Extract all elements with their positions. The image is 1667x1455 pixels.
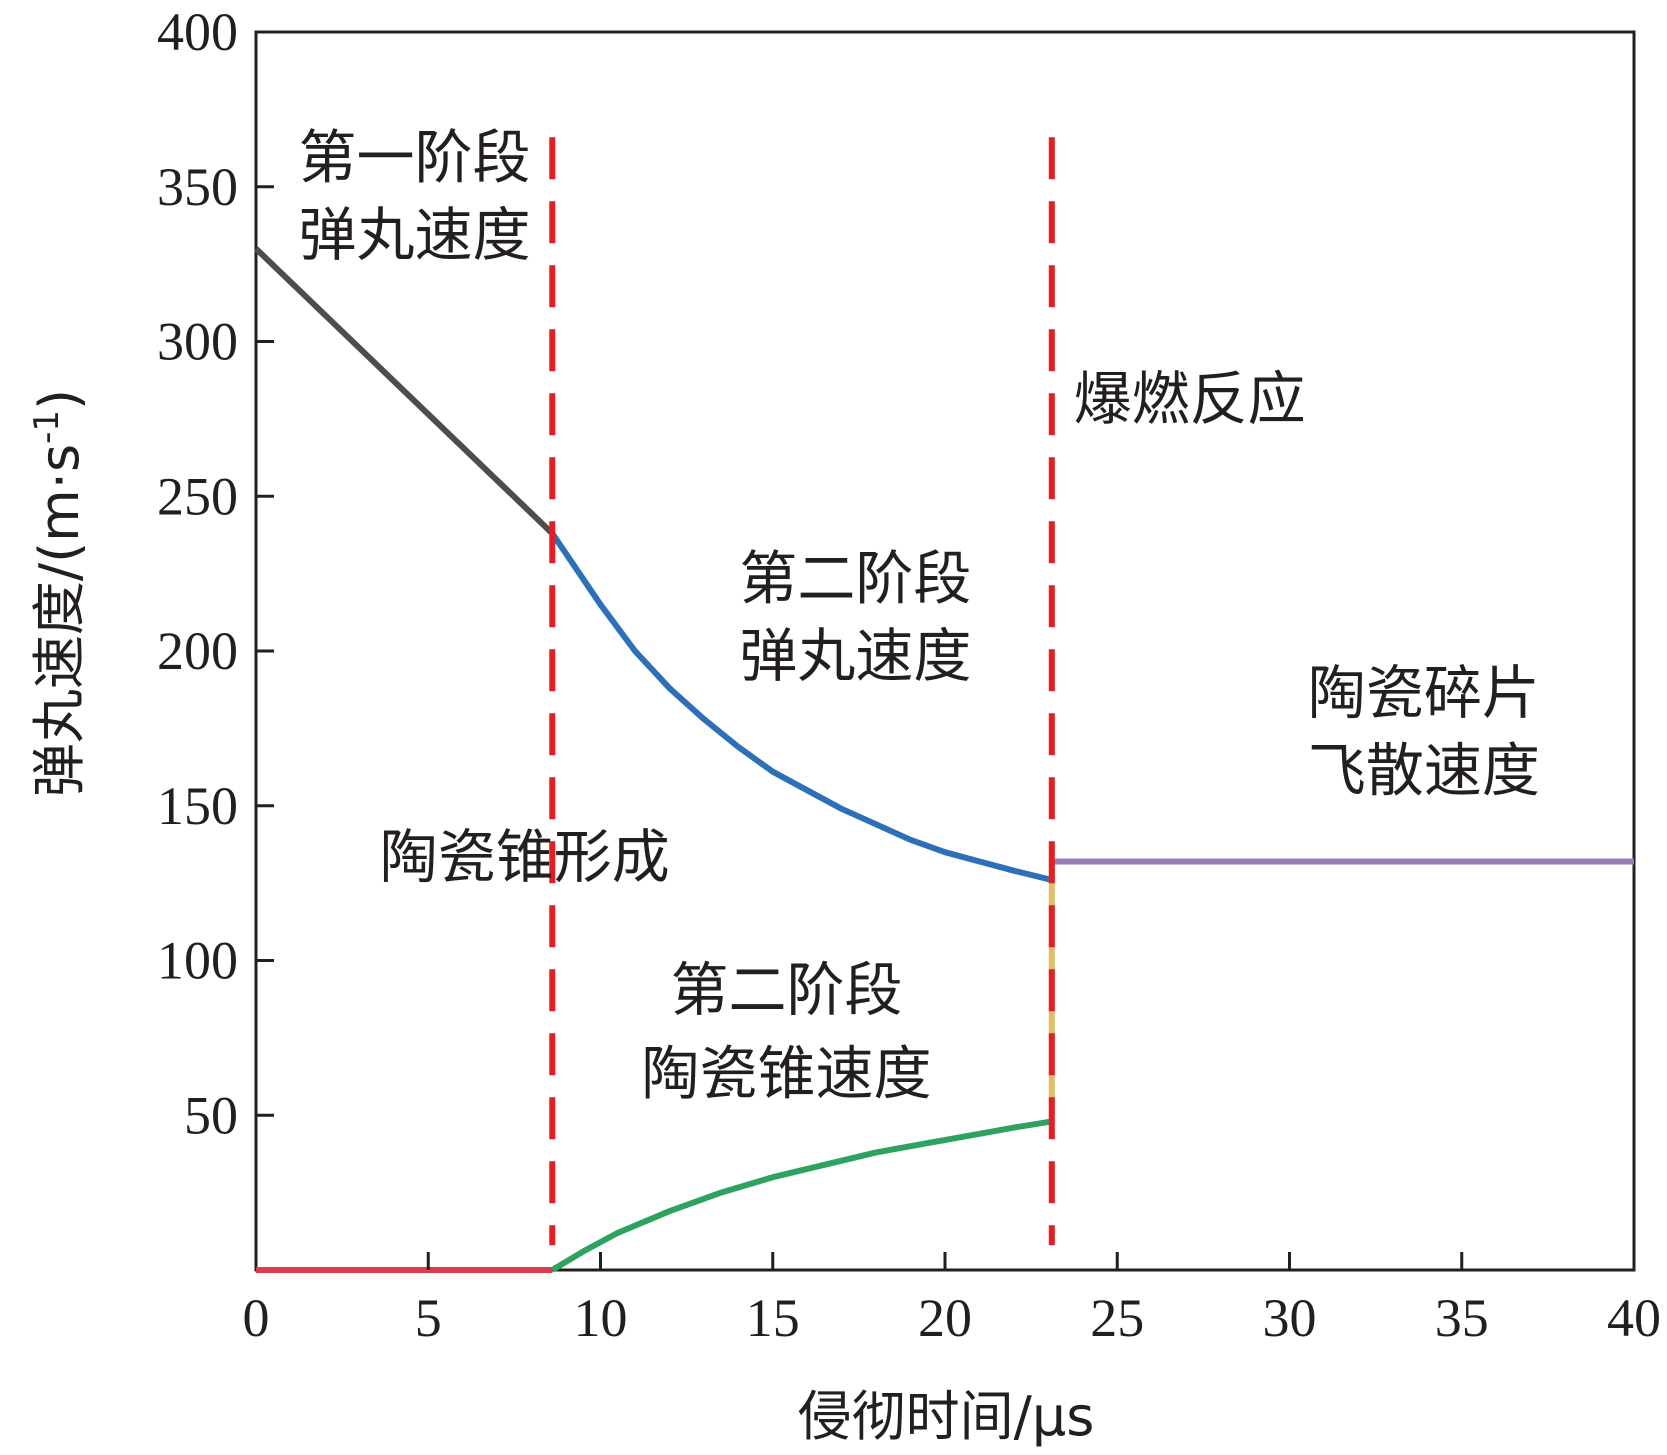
annotation-1-line-1: 第一阶段 xyxy=(298,123,530,191)
y-axis-title-close: ) xyxy=(28,389,91,410)
annotation-5-line-1: 陶瓷锥形成 xyxy=(380,823,670,891)
x-tick-label-35: 35 xyxy=(1435,1288,1489,1348)
x-tick-label-0: 0 xyxy=(243,1288,270,1348)
y-tick-label-300: 300 xyxy=(157,312,238,372)
stage-divider-lines xyxy=(549,137,1055,1246)
annotation-3-line-1: 第二阶段 xyxy=(739,544,971,612)
y-axis-title: 弹丸速度/(m·s-1) xyxy=(27,389,91,797)
series-layer xyxy=(253,246,1634,1273)
series-line-stage2_projectile xyxy=(549,531,1053,883)
y-tick-label-350: 350 xyxy=(157,157,238,217)
x-tick-label-30: 30 xyxy=(1263,1288,1317,1348)
annotation-4-line-1: 陶瓷碎片 xyxy=(1308,659,1540,727)
axis-ticks: 0 5 10 15 20 25 30 35 40 50 100 150 200 250 300 350 400 xyxy=(157,2,1661,1348)
series-line-stage2_cone xyxy=(550,1118,1053,1273)
x-tick-label-5: 5 xyxy=(415,1288,442,1348)
x-tick-label-25: 25 xyxy=(1090,1288,1144,1348)
annotation-6-line-1: 第二阶段 xyxy=(671,956,903,1024)
y-tick-label-400: 400 xyxy=(157,2,238,62)
x-tick-label-20: 20 xyxy=(918,1288,972,1348)
y-axis-title-main: 弹丸速度/(m·s xyxy=(28,444,91,797)
annotations: 第一阶段弹丸速度爆燃反应第二阶段弹丸速度陶瓷碎片飞散速度陶瓷锥形成第二阶段陶瓷锥… xyxy=(298,123,1539,1107)
annotation-2-line-1: 爆燃反应 xyxy=(1074,365,1306,433)
y-tick-label-150: 150 xyxy=(157,776,238,836)
annotation-6-line-2: 陶瓷锥速度 xyxy=(642,1040,932,1108)
y-tick-label-100: 100 xyxy=(157,931,238,991)
x-tick-label-15: 15 xyxy=(746,1288,800,1348)
annotation-3-line-2: 弹丸速度 xyxy=(739,622,971,690)
y-tick-label-250: 250 xyxy=(157,466,238,526)
annotation-1-line-2: 弹丸速度 xyxy=(298,201,530,269)
series-line-stage1_projectile xyxy=(253,246,555,536)
y-tick-label-50: 50 xyxy=(184,1085,238,1145)
x-axis-title: 侵彻时间/μs xyxy=(798,1385,1095,1448)
y-axis-title-sup: -1 xyxy=(27,410,67,444)
annotation-4-line-2: 飞散速度 xyxy=(1308,736,1540,804)
x-tick-label-40: 40 xyxy=(1607,1288,1661,1348)
y-tick-label-200: 200 xyxy=(157,621,238,681)
x-tick-label-10: 10 xyxy=(574,1288,628,1348)
